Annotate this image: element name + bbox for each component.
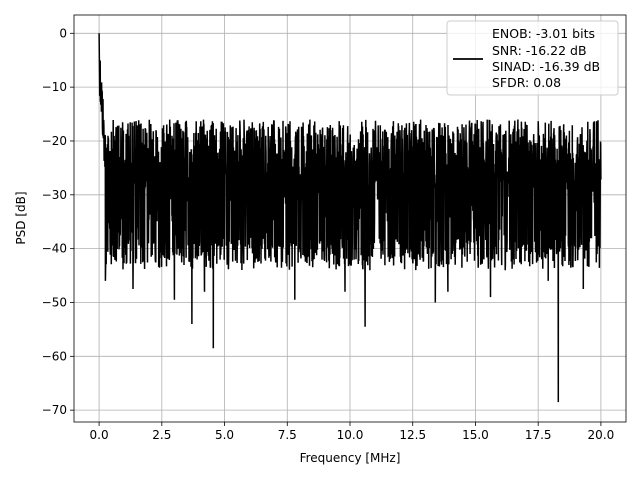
x-tick-label: 17.5 — [525, 428, 552, 442]
y-tick-label: −40 — [42, 242, 67, 256]
x-axis-label: Frequency [MHz] — [300, 451, 401, 465]
legend-entry-enob: ENOB: -3.01 bits — [492, 26, 595, 41]
legend: ENOB: -3.01 bits SNR: -16.22 dB SINAD: -… — [446, 20, 619, 96]
y-tick-label: −70 — [42, 403, 67, 417]
x-tick-label: 2.5 — [152, 428, 171, 442]
legend-entry-sinad: SINAD: -16.39 dB — [492, 59, 600, 74]
x-tick-label: 5.0 — [215, 428, 234, 442]
y-axis-label: PSD [dB] — [14, 191, 28, 244]
y-tick-label: −10 — [42, 80, 67, 94]
x-axis-ticks: 0.0 2.5 5.0 7.5 10.0 12.5 15.0 17.5 20.0 — [90, 422, 615, 442]
legend-entry-sfdr: SFDR: 0.08 — [492, 75, 561, 90]
y-tick-label: 0 — [59, 26, 67, 40]
y-axis-ticks: 0 −10 −20 −30 −40 −50 −60 −70 — [42, 26, 74, 417]
x-tick-label: 20.0 — [588, 428, 615, 442]
x-tick-label: 10.0 — [337, 428, 364, 442]
plot-frame — [73, 14, 627, 423]
x-tick-label: 12.5 — [399, 428, 426, 442]
psd-series — [98, 33, 602, 403]
psd-line — [98, 33, 602, 403]
x-tick-label: 15.0 — [462, 428, 489, 442]
legend-box — [446, 20, 619, 96]
y-tick-label: −50 — [42, 295, 67, 309]
y-tick-label: −60 — [42, 349, 67, 363]
y-tick-label: −20 — [42, 134, 67, 148]
y-tick-label: −30 — [42, 188, 67, 202]
x-tick-label: 0.0 — [90, 428, 109, 442]
x-tick-label: 7.5 — [278, 428, 297, 442]
legend-entry-snr: SNR: -16.22 dB — [492, 43, 587, 58]
